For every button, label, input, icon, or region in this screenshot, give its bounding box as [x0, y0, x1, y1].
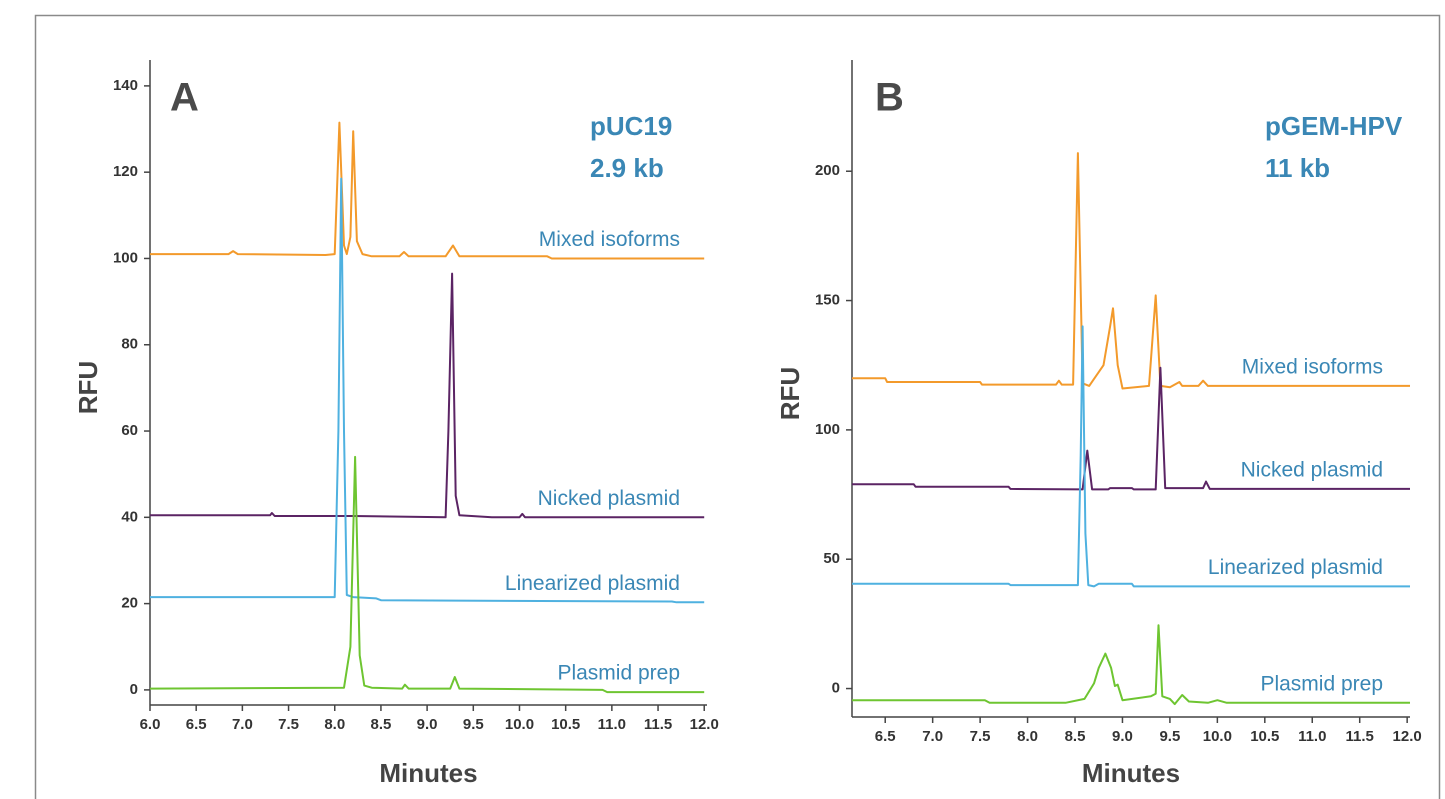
- x-tick-label: 10.0: [505, 716, 534, 733]
- x-tick-label: 7.0: [232, 716, 253, 733]
- x-tick-label: 8.5: [370, 716, 391, 733]
- x-tick-label: 11.0: [598, 716, 626, 733]
- y-axis-label: RFU: [73, 361, 103, 414]
- x-tick-label: 10.5: [551, 716, 580, 733]
- series-label: Mixed isoforms: [1242, 355, 1383, 378]
- y-tick-label: 100: [815, 421, 840, 438]
- panel-label: A: [170, 76, 199, 120]
- x-tick-label: 8.0: [1017, 728, 1038, 745]
- y-tick-label: 80: [121, 336, 138, 353]
- frame: [34, 14, 1441, 799]
- x-tick-label: 12.0: [690, 716, 719, 733]
- y-tick-label: 120: [113, 163, 138, 180]
- y-tick-label: 0: [832, 680, 840, 697]
- y-tick-label: 50: [823, 550, 840, 567]
- annotation: pGEM-HPV: [1265, 111, 1403, 141]
- trace: [852, 152, 1410, 390]
- x-tick-label: 7.0: [922, 728, 943, 745]
- x-tick-label: 11.5: [644, 716, 672, 733]
- x-tick-label: 6.0: [140, 716, 161, 733]
- y-tick-label: 150: [815, 292, 840, 309]
- annotation: 2.9 kb: [590, 153, 664, 183]
- y-tick-label: 60: [121, 422, 138, 439]
- series-label: Linearized plasmid: [505, 572, 680, 595]
- series-label: Linearized plasmid: [1208, 556, 1383, 579]
- x-axis-label: Minutes: [1082, 758, 1180, 788]
- x-tick-label: 10.5: [1250, 728, 1279, 745]
- x-tick-label: 6.5: [875, 728, 896, 745]
- x-tick-label: 10.0: [1203, 728, 1232, 745]
- x-tick-label: 11.0: [1298, 728, 1326, 745]
- x-tick-label: 9.5: [1159, 728, 1180, 745]
- trace: [852, 325, 1410, 588]
- x-tick-label: 7.5: [278, 716, 299, 733]
- trace: [149, 455, 705, 694]
- y-tick-label: 40: [121, 508, 138, 525]
- series-label: Plasmid prep: [557, 662, 680, 685]
- panel-label: B: [875, 76, 904, 120]
- x-tick-label: 7.5: [970, 728, 991, 745]
- y-tick-label: 0: [130, 681, 138, 698]
- y-tick-label: 140: [113, 77, 138, 94]
- annotation: pUC19: [590, 111, 672, 141]
- y-axis-label: RFU: [775, 367, 805, 420]
- x-axis-label: Minutes: [379, 758, 477, 788]
- series-label: Nicked plasmid: [1241, 458, 1383, 481]
- trace: [852, 366, 1410, 491]
- x-tick-label: 8.0: [324, 716, 345, 733]
- x-tick-label: 9.0: [1112, 728, 1133, 745]
- x-tick-label: 12.0: [1393, 728, 1422, 745]
- trace: [150, 272, 705, 519]
- trace: [852, 624, 1410, 706]
- trace: [150, 121, 705, 260]
- x-tick-label: 6.5: [186, 716, 207, 733]
- annotation: 11 kb: [1265, 153, 1330, 183]
- x-tick-label: 9.5: [463, 716, 484, 733]
- y-tick-label: 200: [815, 162, 840, 179]
- series-label: Nicked plasmid: [538, 487, 680, 510]
- trace: [150, 177, 705, 604]
- x-tick-label: 9.0: [417, 716, 438, 733]
- y-tick-label: 100: [113, 249, 138, 266]
- series-label: Mixed isoforms: [539, 228, 680, 251]
- x-tick-label: 8.5: [1065, 728, 1086, 745]
- x-tick-label: 11.5: [1346, 728, 1374, 745]
- y-tick-label: 20: [121, 595, 138, 612]
- series-label: Plasmid prep: [1260, 672, 1383, 695]
